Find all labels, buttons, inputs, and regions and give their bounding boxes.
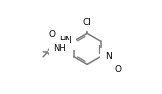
Text: NH: NH xyxy=(53,44,66,53)
Text: Cl: Cl xyxy=(83,18,92,27)
Text: O: O xyxy=(115,65,122,74)
Text: O: O xyxy=(49,30,56,39)
Text: HN: HN xyxy=(59,36,72,45)
Text: N: N xyxy=(105,52,112,61)
